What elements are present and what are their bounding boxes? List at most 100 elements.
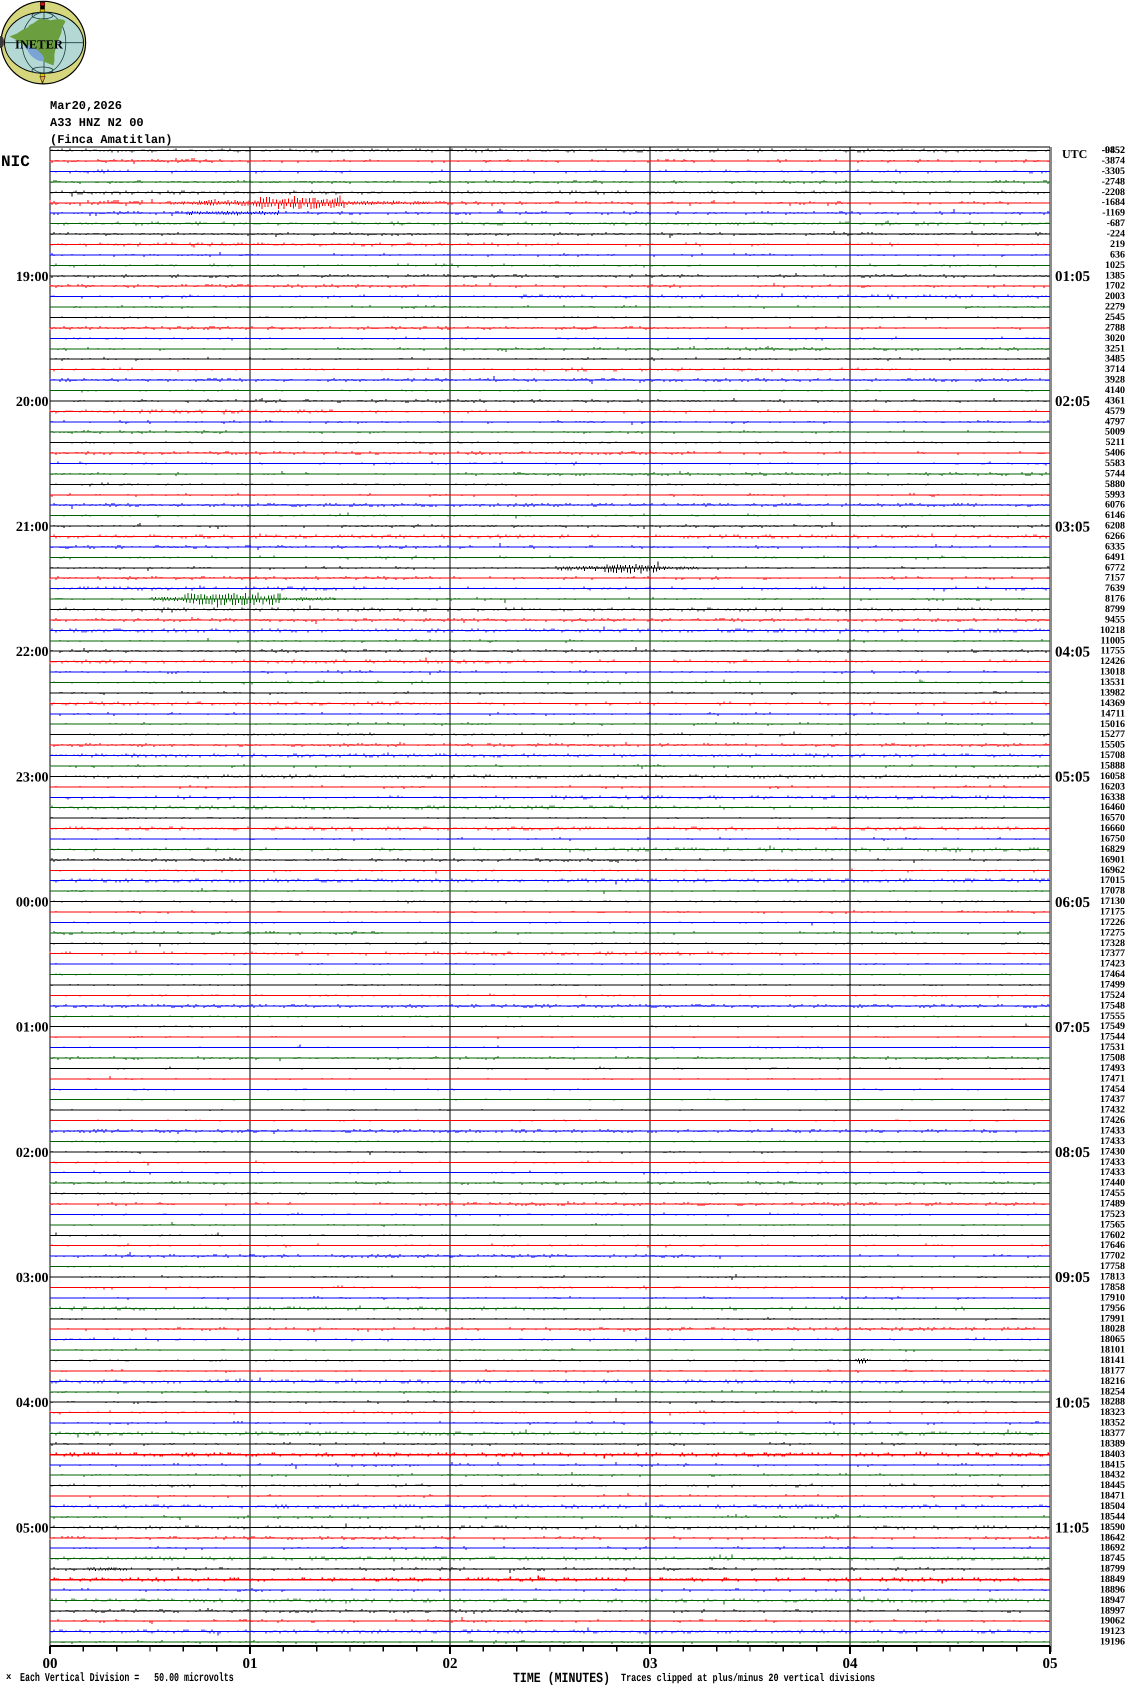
svg-text:7157: 7157 <box>1105 573 1125 584</box>
svg-text:04:00: 04:00 <box>16 1396 49 1411</box>
svg-text:15888: 15888 <box>1100 761 1125 772</box>
svg-text:17602: 17602 <box>1100 1230 1125 1241</box>
svg-text:7639: 7639 <box>1105 583 1125 594</box>
svg-text:8176: 8176 <box>1105 594 1125 605</box>
svg-text:18692: 18692 <box>1100 1543 1125 1554</box>
svg-text:16750: 16750 <box>1100 834 1125 845</box>
svg-text:3020: 3020 <box>1105 333 1125 344</box>
svg-text:18065: 18065 <box>1100 1334 1125 1345</box>
svg-text:18590: 18590 <box>1100 1522 1125 1533</box>
svg-text:6335: 6335 <box>1105 541 1125 552</box>
svg-text:17433: 17433 <box>1100 1126 1125 1137</box>
svg-text:17454: 17454 <box>1100 1084 1125 1095</box>
svg-text:-9452: -9452 <box>1102 145 1125 156</box>
svg-text:17423: 17423 <box>1100 959 1125 970</box>
svg-text:17956: 17956 <box>1100 1303 1125 1314</box>
svg-text:18352: 18352 <box>1100 1418 1125 1429</box>
svg-text:17433: 17433 <box>1100 1136 1125 1147</box>
svg-text:19196: 19196 <box>1100 1637 1125 1648</box>
svg-text:11755: 11755 <box>1101 646 1125 657</box>
svg-text:11:05: 11:05 <box>1055 1521 1089 1537</box>
svg-text:5993: 5993 <box>1105 489 1125 500</box>
svg-text:Mar20,2026: Mar20,2026 <box>50 99 122 113</box>
svg-text:05:05: 05:05 <box>1055 770 1090 786</box>
svg-text:18216: 18216 <box>1100 1376 1125 1387</box>
svg-text:13982: 13982 <box>1100 688 1125 699</box>
svg-text:14369: 14369 <box>1100 698 1125 709</box>
svg-text:-2208: -2208 <box>1102 187 1125 198</box>
svg-text:02:00: 02:00 <box>16 1146 49 1161</box>
svg-text:17437: 17437 <box>1100 1094 1125 1105</box>
svg-text:A33 HNZ N2 00: A33 HNZ N2 00 <box>50 116 144 130</box>
svg-text:02: 02 <box>443 1656 458 1672</box>
svg-text:10218: 10218 <box>1100 625 1125 636</box>
svg-text:17858: 17858 <box>1100 1282 1125 1293</box>
svg-text:18403: 18403 <box>1100 1449 1125 1460</box>
svg-text:17646: 17646 <box>1100 1240 1125 1251</box>
svg-text:18254: 18254 <box>1100 1386 1125 1397</box>
svg-text:03: 03 <box>643 1656 658 1672</box>
svg-text:3251: 3251 <box>1105 343 1125 354</box>
svg-text:4797: 4797 <box>1105 416 1125 427</box>
svg-text:15277: 15277 <box>1100 729 1125 740</box>
svg-text:18896: 18896 <box>1100 1584 1125 1595</box>
svg-text:03:00: 03:00 <box>16 1271 49 1286</box>
svg-text:17991: 17991 <box>1100 1313 1125 1324</box>
svg-text:06:05: 06:05 <box>1055 895 1090 911</box>
svg-text:17440: 17440 <box>1100 1178 1125 1189</box>
svg-text:INETER: INETER <box>15 38 64 52</box>
svg-text:4361: 4361 <box>1105 395 1125 406</box>
svg-text:18288: 18288 <box>1100 1397 1125 1408</box>
svg-text:17508: 17508 <box>1100 1053 1125 1064</box>
svg-text:15708: 15708 <box>1100 750 1125 761</box>
svg-text:2545: 2545 <box>1105 312 1125 323</box>
svg-text:6146: 6146 <box>1105 510 1125 521</box>
svg-text:04: 04 <box>843 1656 859 1672</box>
svg-text:17499: 17499 <box>1100 980 1125 991</box>
svg-text:3485: 3485 <box>1105 354 1125 365</box>
svg-text:17758: 17758 <box>1100 1261 1125 1272</box>
svg-text:17531: 17531 <box>1100 1042 1125 1053</box>
svg-text:12426: 12426 <box>1100 656 1125 667</box>
svg-text:03:05: 03:05 <box>1055 519 1090 535</box>
svg-text:18745: 18745 <box>1100 1553 1125 1564</box>
svg-text:17493: 17493 <box>1100 1063 1125 1074</box>
svg-text:2279: 2279 <box>1105 302 1125 313</box>
svg-text:17130: 17130 <box>1100 896 1125 907</box>
svg-text:17549: 17549 <box>1100 1021 1125 1032</box>
svg-text:21:00: 21:00 <box>16 520 49 535</box>
svg-text:2003: 2003 <box>1105 291 1125 302</box>
svg-text:18028: 18028 <box>1100 1324 1125 1335</box>
svg-text:6491: 6491 <box>1105 552 1125 563</box>
svg-text:17548: 17548 <box>1100 1000 1125 1011</box>
svg-text:04:05: 04:05 <box>1055 644 1090 660</box>
svg-text:17433: 17433 <box>1100 1157 1125 1168</box>
svg-text:17078: 17078 <box>1100 886 1125 897</box>
svg-text:17275: 17275 <box>1100 927 1125 938</box>
svg-text:09:05: 09:05 <box>1055 1270 1090 1286</box>
svg-text:(Finca Amatitlan): (Finca Amatitlan) <box>50 133 172 147</box>
svg-text:219: 219 <box>1110 239 1125 250</box>
svg-text:-2748: -2748 <box>1102 176 1125 187</box>
svg-text:05:00: 05:00 <box>16 1521 49 1536</box>
svg-text:2788: 2788 <box>1105 322 1125 333</box>
svg-text:1702: 1702 <box>1105 281 1125 292</box>
svg-text:Traces clipped at plus/minus 2: Traces clipped at plus/minus 20 vertical… <box>621 1673 875 1685</box>
svg-text:16203: 16203 <box>1100 781 1125 792</box>
svg-text:6772: 6772 <box>1105 562 1125 573</box>
svg-text:-224: -224 <box>1107 229 1125 240</box>
svg-text:17377: 17377 <box>1100 948 1125 959</box>
svg-text:16660: 16660 <box>1100 823 1125 834</box>
svg-text:5009: 5009 <box>1105 427 1125 438</box>
svg-text:17464: 17464 <box>1100 969 1125 980</box>
svg-text:20:00: 20:00 <box>16 395 49 410</box>
svg-text:-1169: -1169 <box>1102 208 1125 219</box>
svg-text:18389: 18389 <box>1100 1438 1125 1449</box>
svg-text:07:05: 07:05 <box>1055 1020 1090 1036</box>
svg-text:18415: 18415 <box>1100 1459 1125 1470</box>
svg-text:9455: 9455 <box>1105 614 1125 625</box>
svg-text:UTC: UTC <box>1062 147 1087 161</box>
svg-text:00: 00 <box>43 1656 58 1672</box>
svg-text:17455: 17455 <box>1100 1188 1125 1199</box>
svg-text:18177: 18177 <box>1100 1365 1125 1376</box>
